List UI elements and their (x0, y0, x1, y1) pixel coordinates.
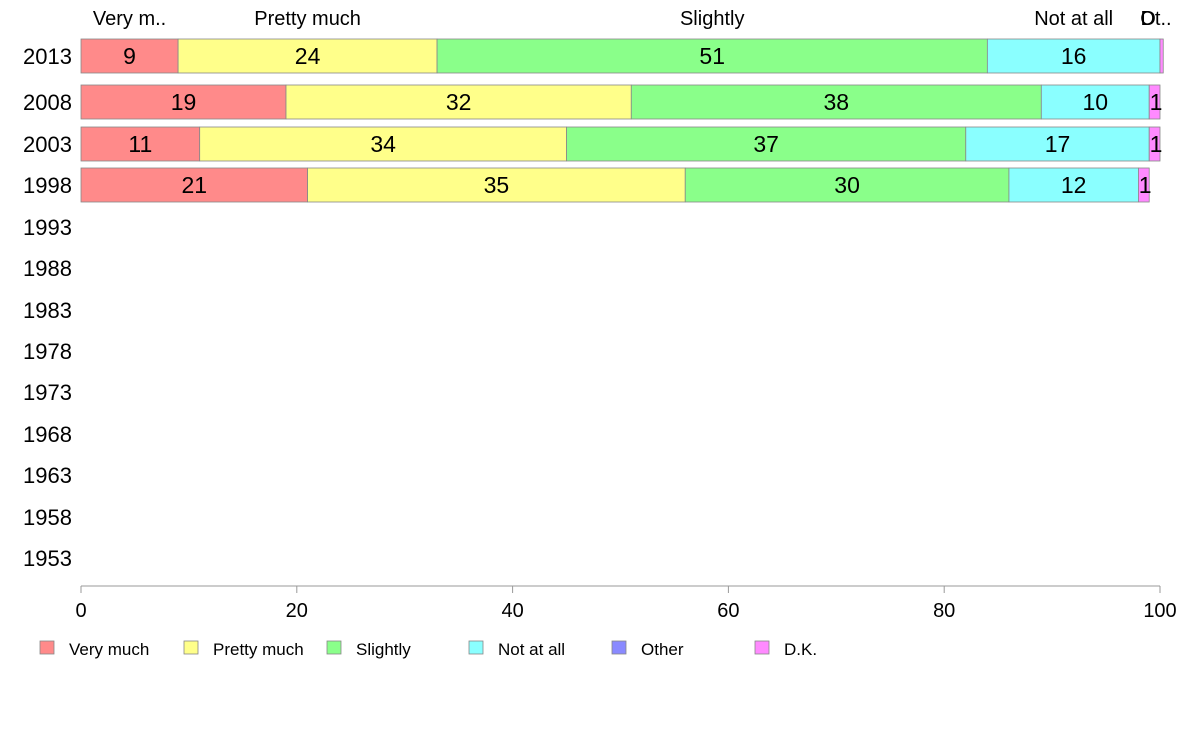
bar-1998-not-at-all (1008, 167, 1139, 203)
legend-swatch (611, 640, 627, 655)
y-label-2003: 2003 (23, 132, 72, 157)
value-label-2003-not-at-all: 17 (1045, 131, 1071, 157)
x-tick-label: 100 (1143, 600, 1176, 622)
y-label-1998: 1998 (23, 173, 72, 198)
legend-swatch (39, 640, 55, 655)
legend-item-very-much: Very much (39, 640, 149, 659)
legend-label: Very much (69, 640, 149, 659)
y-label-2013: 2013 (23, 44, 72, 69)
value-label-1998-very-much: 21 (181, 172, 207, 198)
top-label-pretty-much: Pretty much (254, 8, 361, 30)
value-label-1998-slightly: 30 (834, 172, 860, 198)
value-label-1998-not-at-all: 12 (1061, 172, 1087, 198)
value-label-2003-slightly: 37 (753, 131, 779, 157)
x-tick-label: 60 (717, 600, 739, 622)
legend-label: Pretty much (213, 640, 304, 659)
value-label-2003-d-k-: 1 (1150, 131, 1163, 157)
top-label-other: O (1140, 8, 1156, 30)
bar-2008-slightly (630, 84, 1042, 120)
top-label-not-at-all: Not at all (1034, 8, 1113, 30)
x-tick-label: 40 (501, 600, 523, 622)
y-label-1983: 1983 (23, 298, 72, 323)
bar-2003-very-much (80, 126, 201, 162)
y-label-1963: 1963 (23, 463, 72, 488)
y-label-1988: 1988 (23, 256, 72, 281)
x-tick-label: 20 (286, 600, 308, 622)
value-label-2013-pretty-much: 24 (295, 43, 321, 69)
bar-1998-slightly (684, 167, 1010, 203)
value-label-2013-slightly: 51 (699, 43, 725, 69)
bar-2003-not-at-all (965, 126, 1150, 162)
value-label-2008-d-k-: 1 (1150, 89, 1163, 115)
bar-2003-d-k- (1148, 126, 1161, 162)
bar-2008-not-at-all (1040, 84, 1150, 120)
y-label-2008: 2008 (23, 90, 72, 115)
value-label-2008-very-much: 19 (171, 89, 197, 115)
bar-2013-d-k- (1159, 38, 1164, 74)
legend-label: D.K. (784, 640, 817, 659)
y-label-1958: 1958 (23, 505, 72, 530)
legend-label: Not at all (498, 640, 565, 659)
value-label-1998-pretty-much: 35 (484, 172, 510, 198)
legend-swatch (183, 640, 199, 655)
value-label-1998-d-k-: 1 (1139, 172, 1152, 198)
legend: Very much Pretty much Slightly Not at all Ot… (39, 640, 817, 659)
legend-label: Slightly (356, 640, 411, 659)
y-label-1968: 1968 (23, 422, 72, 447)
x-axis: 0 20 40 60 80 100 (75, 585, 1177, 622)
legend-item-other: Other (611, 640, 684, 659)
y-axis-labels: 2013 2008 2003 1998 1993 1988 1983 1978 1973 1968… (23, 44, 72, 571)
y-label-1973: 1973 (23, 380, 72, 405)
bar-2008-pretty-much (285, 84, 632, 120)
legend-item-slightly: Slightly (326, 640, 411, 659)
x-tick-label: 80 (933, 600, 955, 622)
bar-2008-d-k- (1148, 84, 1161, 120)
value-label-2008-pretty-much: 32 (446, 89, 472, 115)
legend-swatch (326, 640, 342, 655)
legend-label: Other (641, 640, 684, 659)
bar-1998-d-k- (1138, 167, 1150, 203)
top-label-slightly: Slightly (680, 8, 744, 30)
top-category-labels: Very m.. Pretty much Slightly Not at all ODt… (93, 8, 1172, 30)
bar-1998-very-much (80, 167, 308, 203)
legend-item-pretty-much: Pretty much (183, 640, 304, 659)
top-label-d-k-: Dt.. (1140, 8, 1171, 30)
bar-2008-very-much (80, 84, 287, 120)
y-label-1978: 1978 (23, 339, 72, 364)
top-label-very-much: Very m.. (93, 8, 166, 30)
value-label-2003-very-much: 11 (128, 131, 152, 157)
legend-item-d-k-: D.K. (754, 640, 817, 659)
value-label-2013-very-much: 9 (123, 43, 136, 69)
bar-2013-pretty-much (177, 38, 438, 74)
legend-swatch (468, 640, 484, 655)
y-label-1953: 1953 (23, 546, 72, 571)
x-tick-label: 0 (75, 600, 86, 622)
legend-swatch (754, 640, 770, 655)
value-label-2003-pretty-much: 34 (370, 131, 396, 157)
value-label-2013-not-at-all: 16 (1061, 43, 1087, 69)
value-label-2008-not-at-all: 10 (1082, 89, 1108, 115)
y-label-1993: 1993 (23, 215, 72, 240)
bar-2003-slightly (566, 126, 967, 162)
legend-item-not-at-all: Not at all (468, 640, 565, 659)
value-label-2008-slightly: 38 (824, 89, 850, 115)
